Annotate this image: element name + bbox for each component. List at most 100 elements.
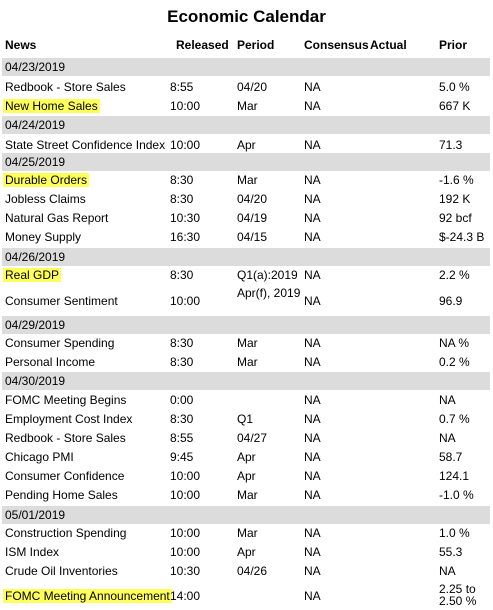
cell-consensus: NA bbox=[304, 211, 321, 225]
cell-released: 10:00 bbox=[170, 545, 201, 559]
cell-news[interactable]: Personal Income bbox=[5, 355, 96, 369]
cell-news[interactable]: State Street Confidence Index bbox=[5, 138, 166, 152]
cell-prior: $-24.3 B bbox=[439, 230, 485, 244]
cell-news[interactable]: New Home Sales bbox=[3, 99, 100, 113]
cell-prior: 55.3 bbox=[439, 545, 463, 559]
cell-period: Mar bbox=[237, 526, 258, 540]
cell-prior: 92 bcf bbox=[439, 211, 472, 225]
date-label: 04/24/2019 bbox=[5, 118, 66, 132]
cell-period: Mar bbox=[237, 355, 258, 369]
cell-prior: 96.9 bbox=[439, 294, 463, 308]
date-row: 04/30/2019 bbox=[2, 372, 490, 390]
header-consensus: Consensus bbox=[304, 38, 369, 52]
cell-prior: 2.2 % bbox=[439, 268, 470, 282]
table-row: State Street Confidence Index 10:00 Apr NA 7… bbox=[2, 136, 490, 154]
cell-consensus: NA bbox=[304, 412, 321, 426]
date-label: 05/01/2019 bbox=[5, 508, 66, 522]
cell-period: 04/15 bbox=[237, 230, 268, 244]
table-row: Chicago PMI 9:45 Apr NA 58.7 bbox=[2, 448, 490, 466]
cell-released: 8:30 bbox=[170, 412, 194, 426]
cell-news[interactable]: FOMC Meeting Begins bbox=[5, 393, 127, 407]
cell-released: 10:00 bbox=[170, 469, 201, 483]
cell-consensus: NA bbox=[304, 545, 321, 559]
cell-news[interactable]: Crude Oil Inventories bbox=[5, 564, 118, 578]
cell-news[interactable]: Durable Orders bbox=[3, 173, 90, 187]
cell-news[interactable]: Redbook - Store Sales bbox=[5, 80, 126, 94]
cell-prior: 58.7 bbox=[439, 450, 463, 464]
cell-news[interactable]: Jobless Claims bbox=[5, 192, 86, 206]
cell-news[interactable]: Consumer Sentiment bbox=[5, 294, 118, 308]
cell-prior: 2.25 to 2.50 % bbox=[439, 582, 477, 608]
table-row: Redbook - Store Sales 8:55 04/27 NA NA bbox=[2, 429, 490, 447]
cell-consensus: NA bbox=[304, 393, 321, 407]
cell-released: 8:30 bbox=[170, 355, 194, 369]
cell-news[interactable]: FOMC Meeting Announcement bbox=[3, 589, 172, 603]
cell-period: 04/20 bbox=[237, 80, 268, 94]
cell-released: 8:30 bbox=[170, 336, 194, 350]
cell-prior: -1.0 % bbox=[439, 488, 474, 502]
cell-news[interactable]: Natural Gas Report bbox=[5, 211, 109, 225]
cell-consensus: NA bbox=[304, 526, 321, 540]
cell-prior: NA % bbox=[439, 336, 470, 350]
cell-released: 10:00 bbox=[170, 99, 201, 113]
cell-period: 04/27 bbox=[237, 431, 268, 445]
cell-prior: 124.1 bbox=[439, 469, 470, 483]
date-label: 04/25/2019 bbox=[5, 155, 66, 169]
cell-news[interactable]: Pending Home Sales bbox=[5, 488, 118, 502]
table-row: Money Supply 16:30 04/15 NA $-24.3 B bbox=[2, 228, 490, 246]
cell-news[interactable]: Construction Spending bbox=[5, 526, 127, 540]
table-row: Construction Spending 10:00 Mar NA 1.0 % bbox=[2, 524, 490, 542]
cell-released: 10:30 bbox=[170, 211, 201, 225]
cell-consensus: NA bbox=[304, 469, 321, 483]
cell-consensus: NA bbox=[304, 99, 321, 113]
table-row: Real GDP 8:30 Q1(a):2019 NA 2.2 % bbox=[2, 266, 490, 284]
cell-news[interactable]: Money Supply bbox=[5, 230, 82, 244]
table-row: Consumer Spending 8:30 Mar NA NA % bbox=[2, 334, 490, 352]
cell-period: 04/26 bbox=[237, 564, 268, 578]
cell-news[interactable]: Employment Cost Index bbox=[5, 412, 133, 426]
table-row: Consumer Confidence 10:00 Apr NA 124.1 bbox=[2, 467, 490, 485]
cell-consensus: NA bbox=[304, 564, 321, 578]
cell-period: Mar bbox=[237, 173, 258, 187]
cell-prior: 0.7 % bbox=[439, 412, 470, 426]
table-row: Durable Orders 8:30 Mar NA -1.6 % bbox=[2, 171, 490, 189]
cell-consensus: NA bbox=[304, 173, 321, 187]
cell-news[interactable]: Redbook - Store Sales bbox=[5, 431, 126, 445]
cell-consensus: NA bbox=[304, 268, 321, 282]
cell-prior: 192 K bbox=[439, 192, 471, 206]
cell-period: Apr bbox=[237, 450, 256, 464]
cell-period: Apr bbox=[237, 545, 256, 559]
cell-released: 0:00 bbox=[170, 393, 194, 407]
cell-released: 8:55 bbox=[170, 80, 194, 94]
cell-consensus: NA bbox=[304, 488, 321, 502]
cell-prior: 667 K bbox=[439, 99, 471, 113]
cell-consensus: NA bbox=[304, 450, 321, 464]
cell-released: 10:00 bbox=[170, 294, 201, 308]
cell-prior: NA bbox=[439, 431, 456, 445]
cell-news[interactable]: Real GDP bbox=[3, 268, 62, 282]
cell-period: Mar bbox=[237, 336, 258, 350]
date-label: 04/23/2019 bbox=[5, 60, 66, 74]
header-news: News bbox=[5, 38, 37, 52]
cell-news[interactable]: Consumer Confidence bbox=[5, 469, 125, 483]
cell-released: 8:30 bbox=[170, 173, 194, 187]
cell-released: 14:00 bbox=[170, 589, 201, 603]
date-row: 04/25/2019 bbox=[2, 153, 490, 171]
cell-consensus: NA bbox=[304, 589, 321, 603]
date-label: 04/30/2019 bbox=[5, 374, 66, 388]
cell-prior: 71.3 bbox=[439, 138, 463, 152]
table-row: Personal Income 8:30 Mar NA 0.2 % bbox=[2, 353, 490, 371]
cell-news[interactable]: Consumer Spending bbox=[5, 336, 115, 350]
cell-period: Q1(a):2019 bbox=[237, 268, 298, 282]
table-row: FOMC Meeting Announcement 14:00 NA 2.25 to … bbox=[2, 582, 490, 610]
date-row: 04/23/2019 bbox=[2, 58, 490, 76]
cell-period: Apr bbox=[237, 138, 256, 152]
cell-released: 16:30 bbox=[170, 230, 201, 244]
cell-news[interactable]: Chicago PMI bbox=[5, 450, 74, 464]
cell-period: Mar bbox=[237, 99, 258, 113]
cell-news[interactable]: ISM Index bbox=[5, 545, 60, 559]
table-row: Employment Cost Index 8:30 Q1 NA 0.7 % bbox=[2, 410, 490, 428]
page-title: Economic Calendar bbox=[167, 7, 326, 26]
header-period: Period bbox=[237, 38, 275, 52]
date-label: 04/29/2019 bbox=[5, 318, 66, 332]
